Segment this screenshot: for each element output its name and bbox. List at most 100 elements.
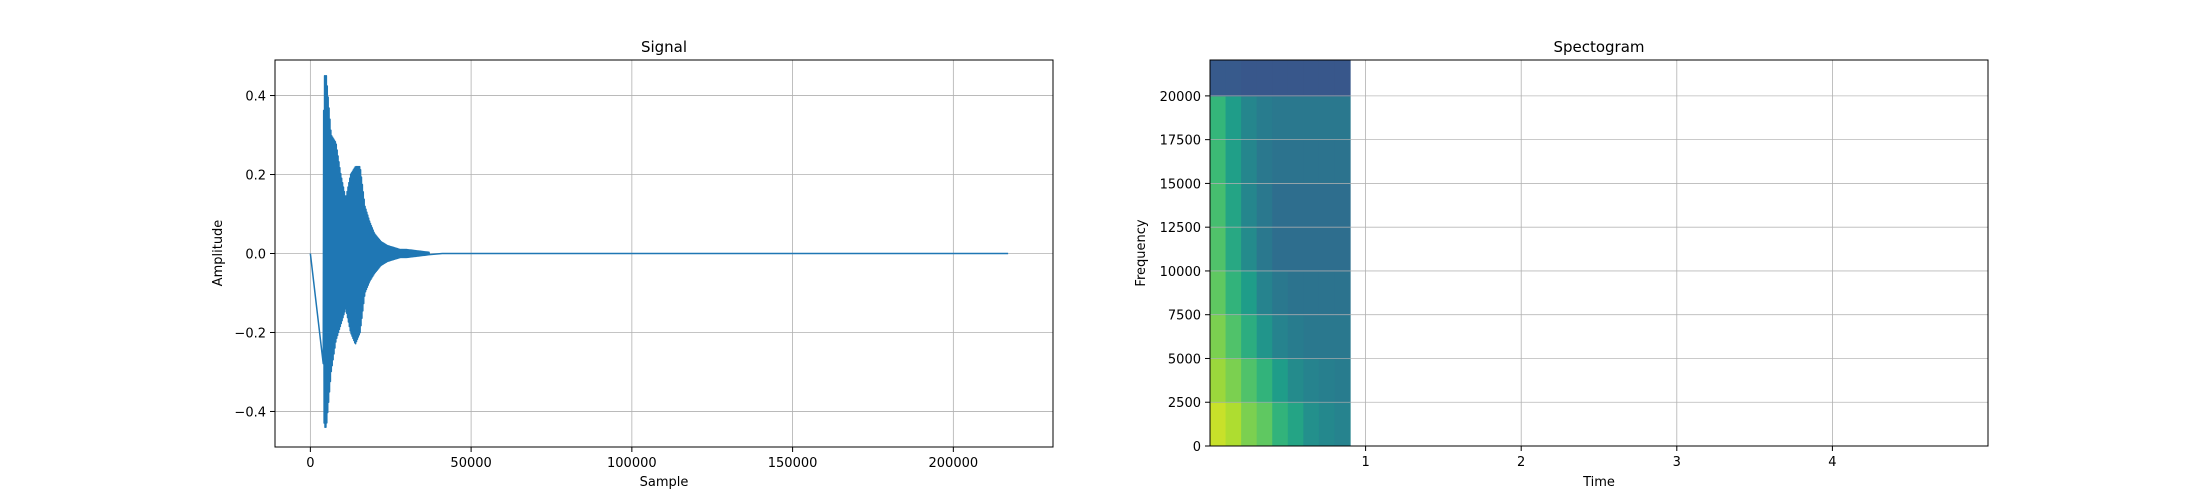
spectrogram-y-tick-label: 2500 bbox=[1168, 396, 1201, 411]
spectrogram-cell bbox=[1287, 314, 1304, 360]
spectrogram-cell bbox=[1241, 183, 1258, 228]
spectrogram-cell bbox=[1318, 314, 1336, 360]
spectrogram-cell bbox=[1256, 183, 1273, 228]
signal-x-ticks: 0 50000 100000 150000 200000 bbox=[306, 447, 978, 471]
spectrogram-cell bbox=[1210, 227, 1227, 272]
signal-title: Signal bbox=[641, 38, 687, 56]
spectrogram-cell bbox=[1241, 60, 1258, 97]
spectrogram-y-label: Frequency bbox=[1134, 219, 1149, 286]
signal-y-ticks: −0.4 −0.2 0.0 0.2 0.4 bbox=[234, 90, 275, 420]
spectrogram-y-ticks: 0 2500 5000 7500 10000 12500 15000 17500 20000 bbox=[1160, 90, 1210, 455]
spectrogram-cell bbox=[1241, 270, 1258, 316]
spectrogram-x-tick-label: 1 bbox=[1361, 455, 1369, 470]
spectrogram-cell bbox=[1272, 314, 1289, 360]
spectrogram-cell bbox=[1272, 60, 1289, 97]
spectrogram-cell bbox=[1303, 402, 1320, 446]
signal-x-tick-label: 100000 bbox=[607, 456, 657, 471]
spectrogram-y-tick-label: 12500 bbox=[1160, 221, 1201, 236]
signal-x-tick-label: 200000 bbox=[929, 456, 979, 471]
spectrogram-cell bbox=[1241, 139, 1258, 185]
spectrogram-cell bbox=[1334, 358, 1351, 403]
spectrogram-cell bbox=[1256, 95, 1273, 141]
spectrogram-cell bbox=[1241, 95, 1258, 141]
spectrogram-cell bbox=[1287, 227, 1304, 272]
signal-y-tick-label: −0.4 bbox=[234, 405, 266, 420]
spectrogram-cell bbox=[1334, 227, 1351, 272]
spectrogram-cell bbox=[1303, 139, 1320, 185]
spectrogram-cell bbox=[1256, 402, 1273, 446]
spectrogram-cell bbox=[1303, 60, 1320, 97]
spectrogram-cell bbox=[1287, 95, 1304, 141]
spectrogram-cell bbox=[1210, 183, 1227, 228]
spectrogram-cell bbox=[1225, 358, 1242, 403]
spectrogram-cell bbox=[1225, 270, 1242, 316]
spectrogram-cell bbox=[1318, 402, 1336, 446]
spectrogram-cell bbox=[1256, 270, 1273, 316]
spectrogram-x-label: Time bbox=[1582, 475, 1615, 490]
spectrogram-cell bbox=[1287, 139, 1304, 185]
spectrogram-cell bbox=[1318, 183, 1336, 228]
spectrogram-frame bbox=[1209, 59, 1989, 447]
spectrogram-cell bbox=[1303, 358, 1320, 403]
spectrogram-cell bbox=[1225, 402, 1242, 446]
signal-y-tick-label: 0.0 bbox=[245, 248, 266, 263]
spectrogram-y-tick-label: 5000 bbox=[1168, 352, 1201, 367]
spectrogram-cell bbox=[1303, 95, 1320, 141]
spectrogram-cell bbox=[1318, 270, 1336, 316]
spectrogram-y-tick-label: 7500 bbox=[1168, 309, 1201, 324]
spectrogram-cell bbox=[1272, 270, 1289, 316]
spectrogram-cell bbox=[1334, 95, 1351, 141]
spectrogram-cell bbox=[1225, 139, 1242, 185]
spectrogram-cell bbox=[1210, 270, 1227, 316]
spectrogram-cell bbox=[1334, 139, 1351, 185]
spectrogram-cell bbox=[1334, 314, 1351, 360]
spectrogram-cell bbox=[1334, 60, 1351, 97]
spectrogram-cell bbox=[1287, 60, 1304, 97]
spectrogram-x-tick-label: 3 bbox=[1673, 455, 1681, 470]
spectrogram-cell bbox=[1303, 227, 1320, 272]
spectrogram-x-ticks: 1 2 3 4 bbox=[1361, 446, 1837, 470]
spectrogram-cell bbox=[1287, 183, 1304, 228]
spectrogram-cell bbox=[1225, 95, 1242, 141]
spectrogram-cell bbox=[1272, 227, 1289, 272]
spectrogram-x-tick-label: 4 bbox=[1828, 455, 1836, 470]
spectrogram-cell bbox=[1303, 270, 1320, 316]
spectrogram-y-tick-label: 10000 bbox=[1160, 265, 1201, 280]
spectrogram-cell bbox=[1256, 358, 1273, 403]
signal-x-tick-label: 0 bbox=[306, 456, 314, 471]
spectrogram-grid bbox=[1210, 60, 1988, 446]
spectrogram-x-tick-label: 2 bbox=[1517, 455, 1525, 470]
signal-y-label: Amplitude bbox=[211, 220, 226, 287]
spectrogram-cell bbox=[1241, 227, 1258, 272]
spectrogram-y-tick-label: 15000 bbox=[1160, 177, 1201, 192]
spectrogram-y-tick-label: 0 bbox=[1193, 440, 1201, 455]
spectrogram-cell bbox=[1334, 183, 1351, 228]
signal-waveform-line bbox=[309, 75, 1009, 429]
spectrogram-cell bbox=[1318, 95, 1336, 141]
spectrogram-cell bbox=[1241, 358, 1258, 403]
spectrogram-cell bbox=[1256, 139, 1273, 185]
spectrogram-cell bbox=[1318, 139, 1336, 185]
spectrogram-cell bbox=[1318, 358, 1336, 403]
spectrogram-cell bbox=[1334, 270, 1351, 316]
signal-x-tick-label: 50000 bbox=[450, 456, 491, 471]
spectrogram-cell bbox=[1272, 183, 1289, 228]
spectrogram-cell bbox=[1272, 95, 1289, 141]
spectrogram-cell bbox=[1210, 358, 1227, 403]
spectrogram-cell bbox=[1210, 402, 1227, 446]
spectrogram-cell bbox=[1256, 60, 1273, 97]
signal-series bbox=[309, 75, 1009, 429]
spectrogram-image bbox=[1210, 60, 1351, 446]
spectrogram-cell bbox=[1225, 60, 1242, 97]
spectrogram-cell bbox=[1210, 139, 1227, 185]
spectrogram-cell bbox=[1272, 358, 1289, 403]
spectrogram-y-tick-label: 20000 bbox=[1160, 90, 1201, 105]
signal-x-label: Sample bbox=[640, 475, 689, 490]
spectrogram-cell bbox=[1318, 60, 1336, 97]
spectrogram-cell bbox=[1303, 183, 1320, 228]
spectrogram-cell bbox=[1287, 270, 1304, 316]
spectrogram-cell bbox=[1287, 358, 1304, 403]
signal-y-tick-label: −0.2 bbox=[234, 326, 266, 341]
spectrogram-cell bbox=[1210, 95, 1227, 141]
spectrogram-cell bbox=[1256, 314, 1273, 360]
